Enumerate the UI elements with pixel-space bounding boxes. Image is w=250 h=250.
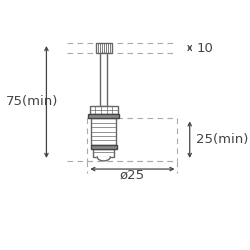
Text: 75(min): 75(min) (6, 96, 58, 108)
Bar (92, 118, 116, 145)
Bar (91, 145, 117, 149)
Bar (90, 106, 118, 114)
Text: ø25: ø25 (120, 168, 145, 181)
Text: 10: 10 (196, 42, 213, 54)
Bar (93, 149, 114, 157)
Bar (88, 114, 119, 118)
Polygon shape (97, 157, 110, 161)
Text: 25(min): 25(min) (196, 133, 249, 146)
Bar (96, 43, 112, 53)
Bar (100, 53, 108, 106)
